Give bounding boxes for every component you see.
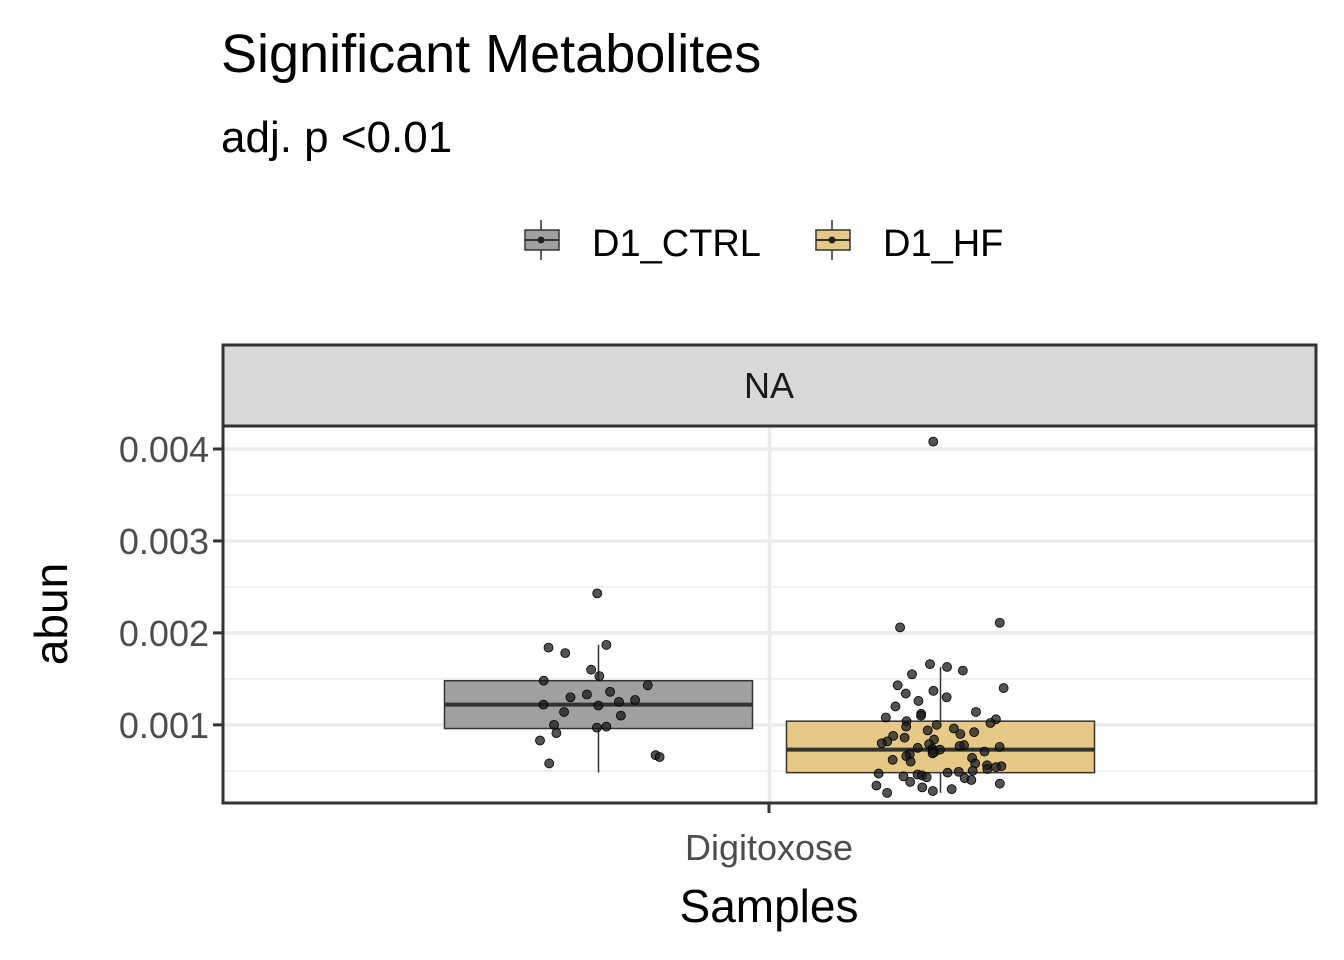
data-point (912, 742, 923, 753)
data-point (615, 710, 626, 721)
data-point (601, 639, 612, 650)
x-axis-title: Samples (680, 880, 859, 932)
data-point (642, 680, 653, 691)
data-point (927, 786, 938, 796)
data-point (901, 721, 912, 732)
data-point (605, 686, 616, 697)
data-point (601, 721, 612, 732)
data-point (592, 588, 603, 599)
data-point (928, 685, 939, 696)
chart-subtitle: adj. p <0.01 (221, 113, 452, 162)
y-tick-label: 0.002 (119, 613, 209, 654)
data-point (888, 730, 899, 741)
data-point (925, 659, 935, 670)
y-axis-title: abun (25, 563, 77, 665)
y-tick-label: 0.001 (119, 705, 209, 746)
data-point (591, 722, 602, 733)
data-point (913, 696, 924, 706)
data-point (890, 701, 901, 712)
data-point (942, 767, 953, 778)
data-point (957, 665, 968, 676)
data-point (882, 787, 893, 798)
data-point (991, 762, 1001, 773)
box-body (785, 720, 1096, 774)
data-point (969, 727, 980, 738)
data-point (614, 696, 624, 707)
x-tick-label: Digitoxose (685, 827, 853, 868)
data-point (953, 766, 964, 777)
data-point (982, 764, 993, 774)
data-point (955, 729, 966, 739)
data-point (559, 707, 569, 717)
data-point (538, 675, 549, 686)
y-tick-label: 0.003 (119, 521, 209, 562)
data-point (594, 671, 605, 682)
data-point (979, 746, 990, 757)
data-point (538, 699, 549, 710)
facet-strip (221, 343, 1318, 428)
legend-key-d1-hf (815, 220, 851, 260)
data-point (900, 688, 911, 699)
data-point (967, 765, 978, 776)
data-point (630, 695, 640, 705)
data-point (998, 683, 1009, 693)
data-point (954, 741, 965, 751)
data-point (948, 723, 959, 734)
data-point (922, 725, 933, 736)
data-point (971, 707, 981, 717)
data-point (873, 768, 884, 779)
legend: D1_CTRL D1_HF (524, 220, 1003, 265)
data-point (921, 772, 932, 783)
data-point (994, 617, 1005, 628)
data-point (917, 782, 928, 793)
legend-key-d1-ctrl (524, 220, 560, 260)
data-point (931, 719, 942, 730)
data-point (560, 648, 571, 659)
facet-label: NA (744, 365, 794, 406)
data-point (899, 732, 910, 743)
data-point (565, 692, 576, 703)
data-point (946, 784, 957, 795)
data-point (895, 622, 905, 633)
data-point (654, 752, 665, 762)
data-point (586, 664, 597, 675)
data-point (876, 738, 887, 749)
data-point (985, 718, 996, 728)
data-point (905, 756, 916, 767)
data-point (549, 719, 559, 730)
data-point (941, 692, 952, 703)
legend-label-d1-ctrl: D1_CTRL (592, 223, 761, 265)
data-point (880, 712, 891, 723)
grid (223, 426, 1316, 803)
data-point (582, 689, 592, 700)
data-point (994, 742, 1005, 752)
y-tick-label: 0.004 (119, 429, 209, 470)
data-point (994, 778, 1005, 789)
data-point (593, 700, 604, 711)
data-point (907, 669, 917, 680)
data-point (927, 748, 938, 759)
data-point (898, 771, 909, 782)
data-point (871, 780, 882, 791)
chart-title: Significant Metabolites (221, 24, 761, 84)
data-point (916, 710, 926, 721)
data-point (905, 776, 916, 787)
data-point (551, 728, 562, 739)
data-point (928, 436, 939, 447)
data-point (966, 775, 977, 785)
data-point (544, 758, 555, 769)
data-point (942, 662, 952, 672)
legend-label-d1-hf: D1_HF (883, 223, 1003, 265)
data-point (887, 754, 898, 765)
data-point (543, 642, 554, 653)
box-d1-hf (785, 666, 1096, 793)
y-axis: 0.001 0.002 0.003 0.004 (119, 429, 223, 746)
points (535, 436, 1009, 798)
data-point (892, 680, 903, 691)
data-point (535, 735, 545, 746)
